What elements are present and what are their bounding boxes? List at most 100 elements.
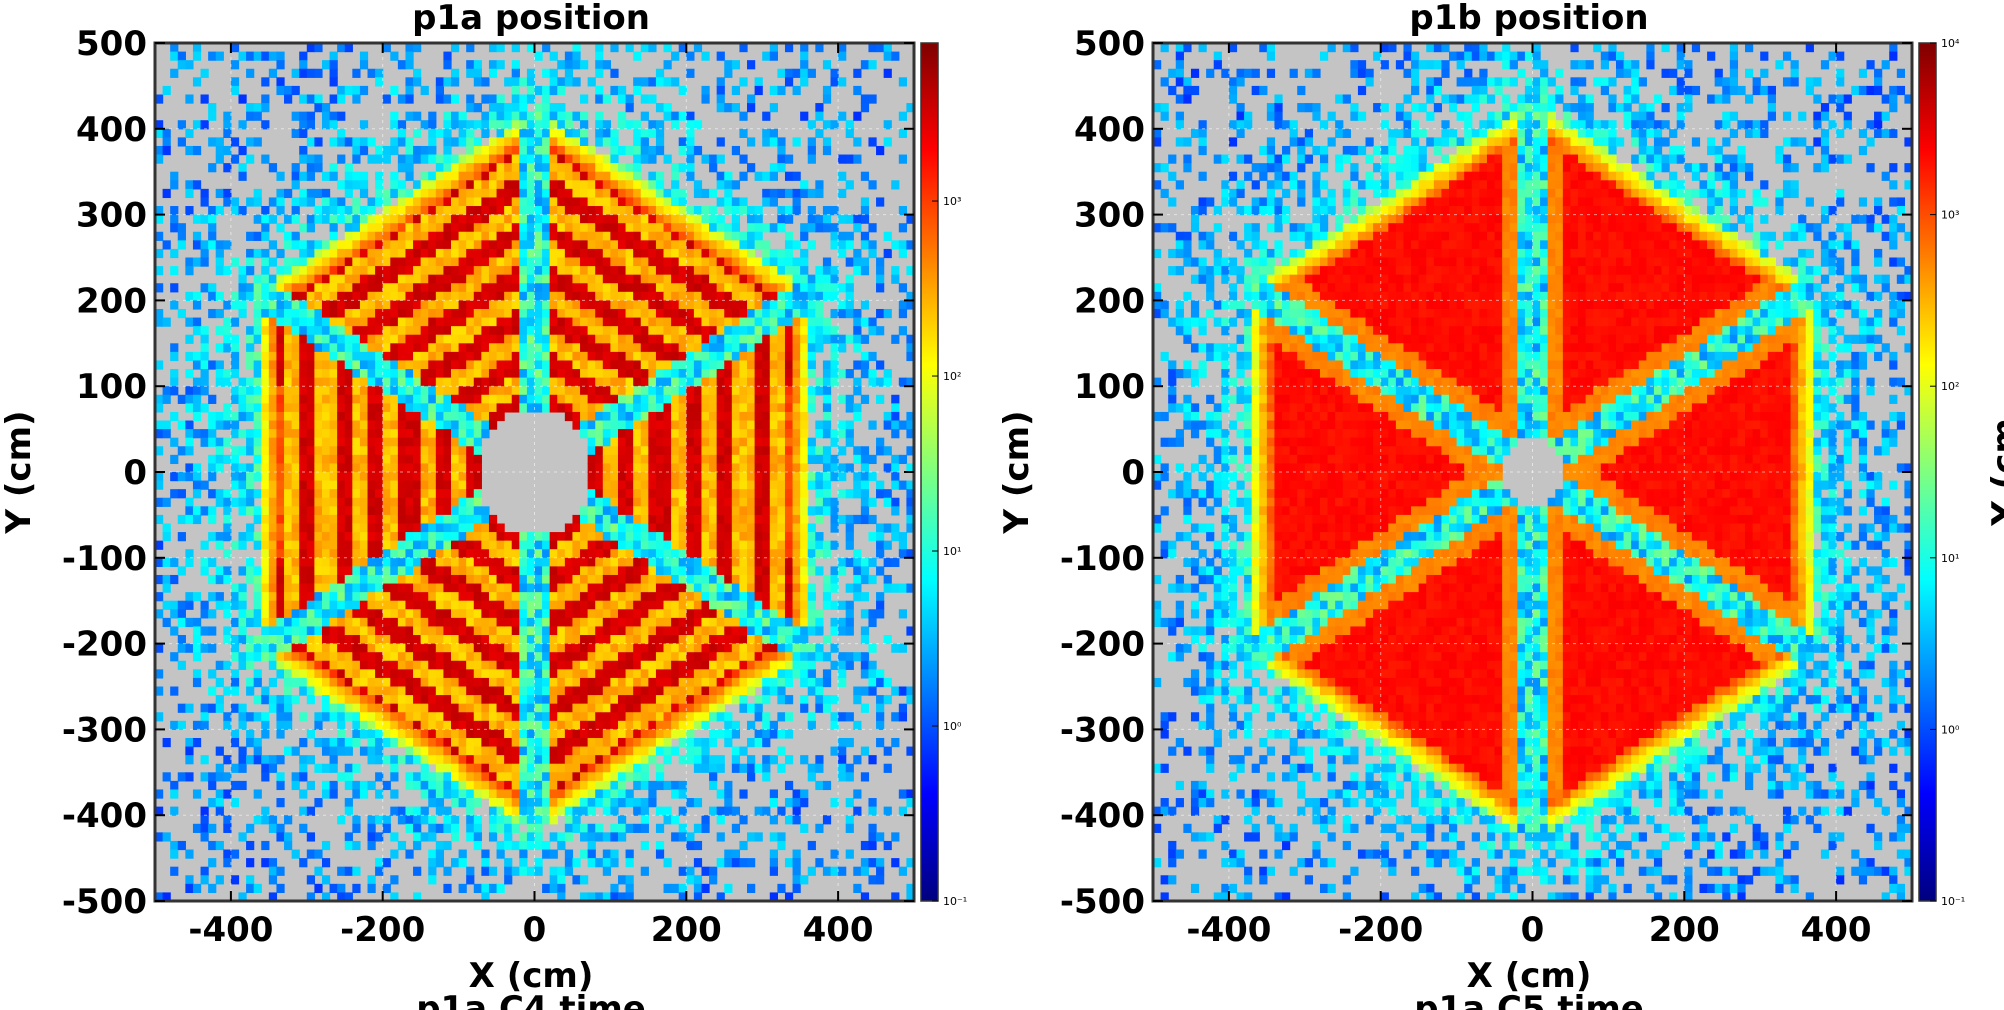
heatmap-cell xyxy=(306,120,315,130)
heatmap-cell xyxy=(321,480,331,490)
heatmap-cell xyxy=(580,772,589,782)
heatmap-cell xyxy=(481,574,490,585)
heatmap-cell xyxy=(488,549,498,559)
heatmap-cell xyxy=(420,755,429,765)
heatmap-cell xyxy=(549,755,558,765)
heatmap-cell xyxy=(321,506,331,516)
heatmap-cell xyxy=(314,506,323,516)
heatmap-cell xyxy=(405,454,414,465)
heatmap-cell xyxy=(655,446,665,456)
heatmap-cell xyxy=(155,403,164,413)
heatmap-cell xyxy=(321,214,331,224)
heatmap-cell xyxy=(253,248,262,259)
heatmap-cell xyxy=(671,514,680,525)
heatmap-cell xyxy=(382,231,391,241)
heatmap-cell xyxy=(382,669,391,679)
heatmap-cell xyxy=(572,197,581,207)
heatmap-cell xyxy=(458,334,467,344)
heatmap-cell xyxy=(299,377,308,387)
heatmap-cell xyxy=(375,583,384,593)
heatmap-cell xyxy=(382,652,391,662)
heatmap-cell xyxy=(557,317,566,327)
heatmap-cell xyxy=(405,317,414,327)
heatmap-cell xyxy=(314,677,323,688)
heatmap-cell xyxy=(435,437,445,447)
heatmap-cell xyxy=(185,266,194,276)
heatmap-cell xyxy=(663,214,672,224)
heatmap-cell xyxy=(549,231,558,241)
heatmap-cell xyxy=(625,712,634,722)
heatmap-cell xyxy=(610,643,619,653)
heatmap-cell xyxy=(534,695,543,705)
heatmap-cell xyxy=(640,566,649,576)
heatmap-cell xyxy=(557,231,566,241)
heatmap-cell xyxy=(663,266,672,276)
heatmap-cell xyxy=(625,197,634,207)
heatmap-cell xyxy=(246,111,255,121)
heatmap-cell xyxy=(451,446,460,456)
heatmap-cell xyxy=(511,145,520,156)
heatmap-cell xyxy=(200,875,209,885)
heatmap-cell xyxy=(246,403,255,413)
heatmap-cell xyxy=(511,103,520,113)
heatmap-cell xyxy=(420,540,429,550)
heatmap-cell xyxy=(595,746,604,756)
heatmap-cell xyxy=(261,643,270,653)
heatmap-cell xyxy=(246,755,255,765)
heatmap-cell xyxy=(397,815,407,825)
heatmap-cell xyxy=(617,789,627,799)
heatmap-cell xyxy=(413,669,422,679)
heatmap-cell xyxy=(215,703,224,713)
heatmap-cell xyxy=(640,351,649,362)
heatmap-cell xyxy=(473,420,482,430)
heatmap-cell xyxy=(443,737,452,748)
heatmap-cell xyxy=(337,128,346,138)
heatmap-cell xyxy=(488,257,498,267)
heatmap-cell xyxy=(215,454,224,465)
heatmap-cell xyxy=(640,523,649,533)
heatmap-cell xyxy=(428,248,437,259)
heatmap-cell xyxy=(534,815,543,825)
heatmap-cell xyxy=(557,334,566,344)
heatmap-cell xyxy=(329,137,338,147)
heatmap-cell xyxy=(170,206,179,216)
heatmap-cell xyxy=(306,892,315,902)
heatmap-cell xyxy=(633,429,642,439)
heatmap-cell xyxy=(420,497,429,507)
heatmap-cell xyxy=(306,163,315,173)
heatmap-cell xyxy=(337,574,346,585)
heatmap-cell xyxy=(382,257,391,267)
heatmap-cell xyxy=(610,360,619,370)
heatmap-cell xyxy=(640,386,649,396)
heatmap-cell xyxy=(625,823,634,833)
heatmap-cell xyxy=(382,188,391,199)
heatmap-cell xyxy=(238,94,247,104)
heatmap-cell xyxy=(420,729,429,739)
heatmap-cell xyxy=(572,712,581,722)
heatmap-cell xyxy=(473,120,482,130)
heatmap-cell xyxy=(655,583,665,593)
heatmap-cell xyxy=(564,823,574,833)
heatmap-cell xyxy=(451,669,460,679)
heatmap-cell xyxy=(413,248,422,259)
heatmap-cell xyxy=(208,686,217,696)
heatmap-cell xyxy=(526,583,536,593)
heatmap-cell xyxy=(170,686,179,696)
heatmap-cell xyxy=(397,506,407,516)
heatmap-cell xyxy=(640,720,649,730)
heatmap-cell xyxy=(435,154,445,164)
heatmap-cell xyxy=(352,145,361,156)
heatmap-cell xyxy=(170,489,179,499)
heatmap-cell xyxy=(458,660,467,670)
heatmap-cell xyxy=(284,85,293,96)
heatmap-cell xyxy=(405,532,414,542)
heatmap-cell xyxy=(443,386,452,396)
heatmap-cell xyxy=(526,652,536,662)
heatmap-cell xyxy=(299,635,308,645)
heatmap-cell xyxy=(496,772,505,782)
heatmap-cell xyxy=(413,746,422,756)
heatmap-cell xyxy=(610,317,619,327)
heatmap-cell xyxy=(557,660,566,670)
heatmap-cell xyxy=(663,43,672,53)
heatmap-cell xyxy=(314,257,323,267)
